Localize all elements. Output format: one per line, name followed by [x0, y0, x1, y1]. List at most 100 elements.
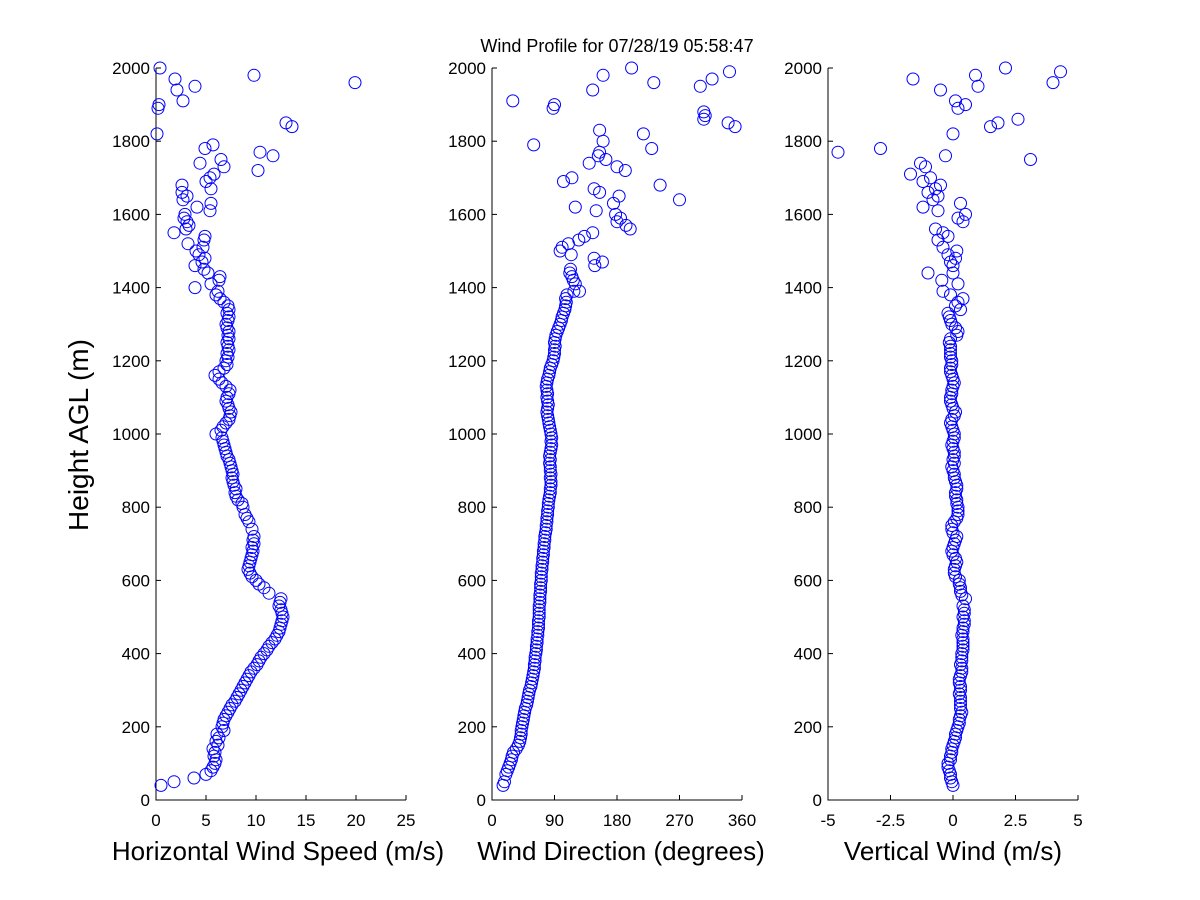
data-point	[577, 229, 591, 243]
y-axis-label: Height AGL (m)	[63, 339, 94, 531]
data-point	[560, 288, 574, 302]
data-point	[211, 284, 225, 298]
data-point	[217, 295, 231, 309]
data-point	[947, 537, 961, 551]
data-point	[211, 738, 225, 752]
y-tick-label: 800	[458, 498, 486, 517]
data-point	[991, 116, 1005, 130]
y-tick-label: 600	[458, 571, 486, 590]
data-point	[914, 156, 927, 170]
data-point	[945, 358, 959, 371]
panel-vertical-wind: 0 200 400 600 800 1000 1200 1400 1600 1800 2000 -5 -…	[784, 59, 1083, 866]
data-point	[220, 347, 234, 360]
wind-direction-x-axis-label: Wind Direction (degrees)	[477, 836, 765, 866]
data-point	[225, 698, 239, 712]
data-point	[221, 705, 235, 719]
y-tick-label: 0	[477, 791, 486, 810]
data-point	[532, 606, 546, 620]
data-point	[623, 222, 637, 236]
data-point	[593, 145, 607, 159]
data-point	[936, 226, 950, 240]
data-point	[954, 702, 967, 715]
data-point	[957, 617, 971, 631]
data-point	[178, 207, 192, 221]
data-point	[534, 573, 548, 587]
data-point	[219, 709, 233, 723]
data-point	[543, 486, 557, 500]
data-point	[175, 185, 189, 199]
y-tick-label: 1800	[448, 132, 486, 151]
data-point	[507, 745, 520, 759]
y-tick-label: 200	[794, 718, 822, 737]
data-point	[220, 390, 234, 404]
data-point	[535, 562, 549, 576]
data-point	[538, 533, 552, 547]
data-point	[949, 405, 962, 419]
data-point	[532, 610, 546, 624]
data-point	[199, 175, 213, 188]
data-point	[217, 724, 231, 737]
data-point	[236, 680, 250, 693]
y-tick-label: 600	[122, 571, 150, 590]
data-point	[951, 504, 965, 518]
data-point	[274, 603, 288, 617]
y-tick-label: 800	[122, 498, 150, 517]
data-point	[956, 625, 970, 639]
data-point	[252, 654, 266, 668]
data-point	[904, 167, 917, 181]
data-point	[201, 266, 215, 280]
data-point	[228, 694, 242, 708]
y-tick-label: 1800	[784, 132, 822, 151]
data-point	[238, 676, 252, 690]
data-point	[929, 182, 942, 196]
data-point	[204, 764, 218, 778]
data-point	[936, 240, 950, 254]
data-point	[1046, 76, 1060, 90]
data-point	[188, 79, 202, 93]
data-point	[949, 94, 962, 108]
y-tick-label: 1800	[112, 132, 150, 151]
data-point	[1011, 112, 1025, 126]
data-point	[219, 416, 233, 430]
data-point	[941, 248, 955, 262]
y-tick-label: 600	[794, 571, 822, 590]
data-point	[944, 753, 957, 767]
data-point	[192, 248, 206, 262]
data-point	[199, 767, 213, 781]
data-point	[916, 200, 930, 214]
data-point	[206, 138, 220, 152]
x-tick-label: 360	[728, 811, 756, 830]
y-tick-label: 1200	[112, 352, 150, 371]
data-point	[541, 500, 555, 514]
data-point	[221, 398, 235, 412]
data-point	[555, 240, 569, 254]
data-point	[950, 244, 964, 258]
data-point	[274, 592, 288, 606]
data-point	[168, 72, 182, 86]
data-point	[956, 639, 970, 653]
data-point	[831, 145, 845, 159]
data-point	[196, 240, 210, 254]
data-point	[956, 643, 970, 657]
data-point	[534, 584, 548, 598]
data-point	[568, 277, 582, 291]
data-point	[245, 541, 259, 554]
data-point	[203, 171, 217, 185]
data-point	[249, 573, 263, 587]
data-point	[187, 771, 201, 785]
data-point	[946, 259, 960, 273]
y-tick-label: 2000	[784, 59, 822, 78]
axis-spines	[491, 68, 742, 801]
data-point	[212, 365, 226, 379]
data-point	[250, 658, 264, 672]
data-point	[916, 175, 930, 188]
data-point	[530, 636, 544, 650]
y-tick-label: 1200	[784, 352, 822, 371]
data-point	[198, 229, 212, 243]
data-point	[614, 211, 627, 225]
data-point	[946, 548, 960, 562]
data-point	[167, 226, 181, 240]
data-point	[906, 72, 920, 86]
y-tick-label: 1000	[448, 425, 486, 444]
data-point	[548, 347, 561, 360]
